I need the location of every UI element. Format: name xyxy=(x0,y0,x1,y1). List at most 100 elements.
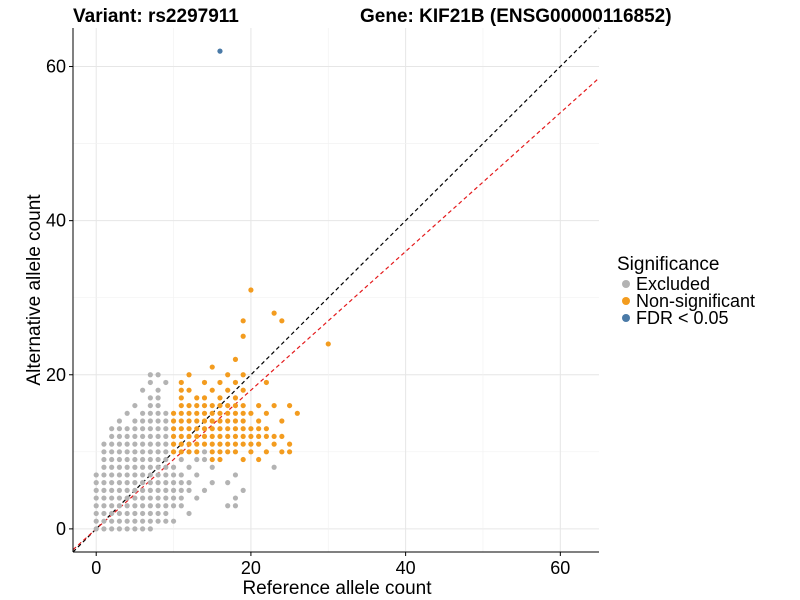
legend-label-excluded: Excluded xyxy=(636,274,710,294)
point-excluded xyxy=(163,426,169,432)
point-excluded xyxy=(147,418,153,424)
point-non-significant xyxy=(232,395,239,401)
point-excluded xyxy=(116,518,123,524)
point-excluded xyxy=(140,480,146,486)
point-excluded xyxy=(147,503,153,509)
legend-label-fdr-0-05: FDR < 0.05 xyxy=(636,308,729,328)
point-excluded xyxy=(116,510,123,517)
point-non-significant xyxy=(279,433,285,440)
point-excluded xyxy=(124,487,130,493)
point-excluded xyxy=(147,518,153,524)
point-non-significant xyxy=(178,379,184,386)
point-excluded xyxy=(163,379,169,386)
point-excluded xyxy=(147,495,153,501)
point-excluded xyxy=(147,426,153,432)
point-non-significant xyxy=(256,433,262,440)
point-non-significant xyxy=(201,410,208,416)
point-non-significant xyxy=(240,333,246,339)
point-excluded xyxy=(93,526,99,532)
point-excluded xyxy=(155,395,161,401)
point-excluded xyxy=(163,472,169,478)
point-excluded xyxy=(147,526,153,532)
point-non-significant xyxy=(209,433,215,440)
point-non-significant xyxy=(294,410,300,416)
y-tick-label: 20 xyxy=(46,365,66,385)
legend-label-non-significant: Non-significant xyxy=(636,291,755,311)
point-excluded xyxy=(116,426,123,432)
point-excluded xyxy=(116,480,123,486)
point-non-significant xyxy=(279,318,285,324)
point-excluded xyxy=(147,372,153,378)
point-excluded xyxy=(147,487,153,493)
expected-ratio-line xyxy=(72,77,600,551)
point-non-significant xyxy=(201,441,208,447)
point-non-significant xyxy=(232,410,239,416)
point-excluded xyxy=(155,518,161,524)
point-excluded xyxy=(163,518,169,524)
point-excluded xyxy=(209,464,215,470)
point-excluded xyxy=(163,418,169,424)
y-tick-labels: 0 20 40 60 xyxy=(46,57,66,539)
point-non-significant xyxy=(186,418,192,424)
point-excluded xyxy=(170,503,177,509)
chart-title-gene: Gene: KIF21B (ENSG00000116852) xyxy=(360,6,672,27)
point-non-significant xyxy=(263,410,269,416)
point-non-significant xyxy=(240,372,246,378)
point-excluded xyxy=(240,487,246,493)
point-non-significant xyxy=(209,456,215,463)
point-excluded xyxy=(178,480,184,486)
x-tick-labels: 0 20 40 60 xyxy=(91,558,570,578)
point-excluded xyxy=(170,495,177,501)
point-non-significant xyxy=(178,410,184,416)
point-excluded xyxy=(124,456,130,463)
point-excluded xyxy=(147,395,153,401)
point-excluded xyxy=(132,518,138,524)
point-excluded xyxy=(155,464,161,470)
point-excluded xyxy=(232,472,239,478)
point-excluded xyxy=(155,433,161,440)
point-non-significant xyxy=(279,418,285,424)
point-excluded xyxy=(194,472,200,478)
point-non-significant xyxy=(225,372,231,378)
point-non-significant xyxy=(217,456,223,463)
point-excluded xyxy=(155,495,161,501)
point-non-significant xyxy=(186,441,192,447)
point-excluded xyxy=(163,449,169,455)
point-non-significant xyxy=(217,379,223,386)
point-excluded xyxy=(140,518,146,524)
point-excluded xyxy=(155,480,161,486)
point-excluded xyxy=(170,464,177,470)
point-excluded xyxy=(101,464,107,470)
point-excluded xyxy=(124,449,130,455)
point-non-significant xyxy=(178,449,184,455)
point-non-significant xyxy=(178,433,184,440)
point-non-significant xyxy=(232,426,239,432)
legend-key-excluded xyxy=(622,280,630,288)
point-excluded xyxy=(101,449,107,455)
point-non-significant xyxy=(209,441,215,447)
point-excluded xyxy=(116,441,123,447)
y-tick-label: 40 xyxy=(46,211,66,231)
point-non-significant xyxy=(186,372,192,378)
point-excluded xyxy=(124,472,130,478)
point-excluded xyxy=(101,495,107,501)
reference-lines xyxy=(72,27,600,553)
point-excluded xyxy=(101,503,107,509)
point-excluded xyxy=(140,472,146,478)
point-excluded xyxy=(116,464,123,470)
point-non-significant xyxy=(194,449,200,455)
axes xyxy=(69,28,599,556)
point-excluded xyxy=(109,472,115,478)
point-non-significant xyxy=(170,449,177,455)
point-excluded xyxy=(116,433,123,440)
point-non-significant xyxy=(240,410,246,416)
point-excluded xyxy=(147,464,153,470)
point-excluded xyxy=(147,480,153,486)
point-excluded xyxy=(124,518,130,524)
point-non-significant xyxy=(225,449,231,455)
point-excluded xyxy=(124,510,130,517)
point-excluded xyxy=(109,480,115,486)
point-non-significant xyxy=(225,426,231,432)
x-tick-label: 40 xyxy=(396,558,416,578)
